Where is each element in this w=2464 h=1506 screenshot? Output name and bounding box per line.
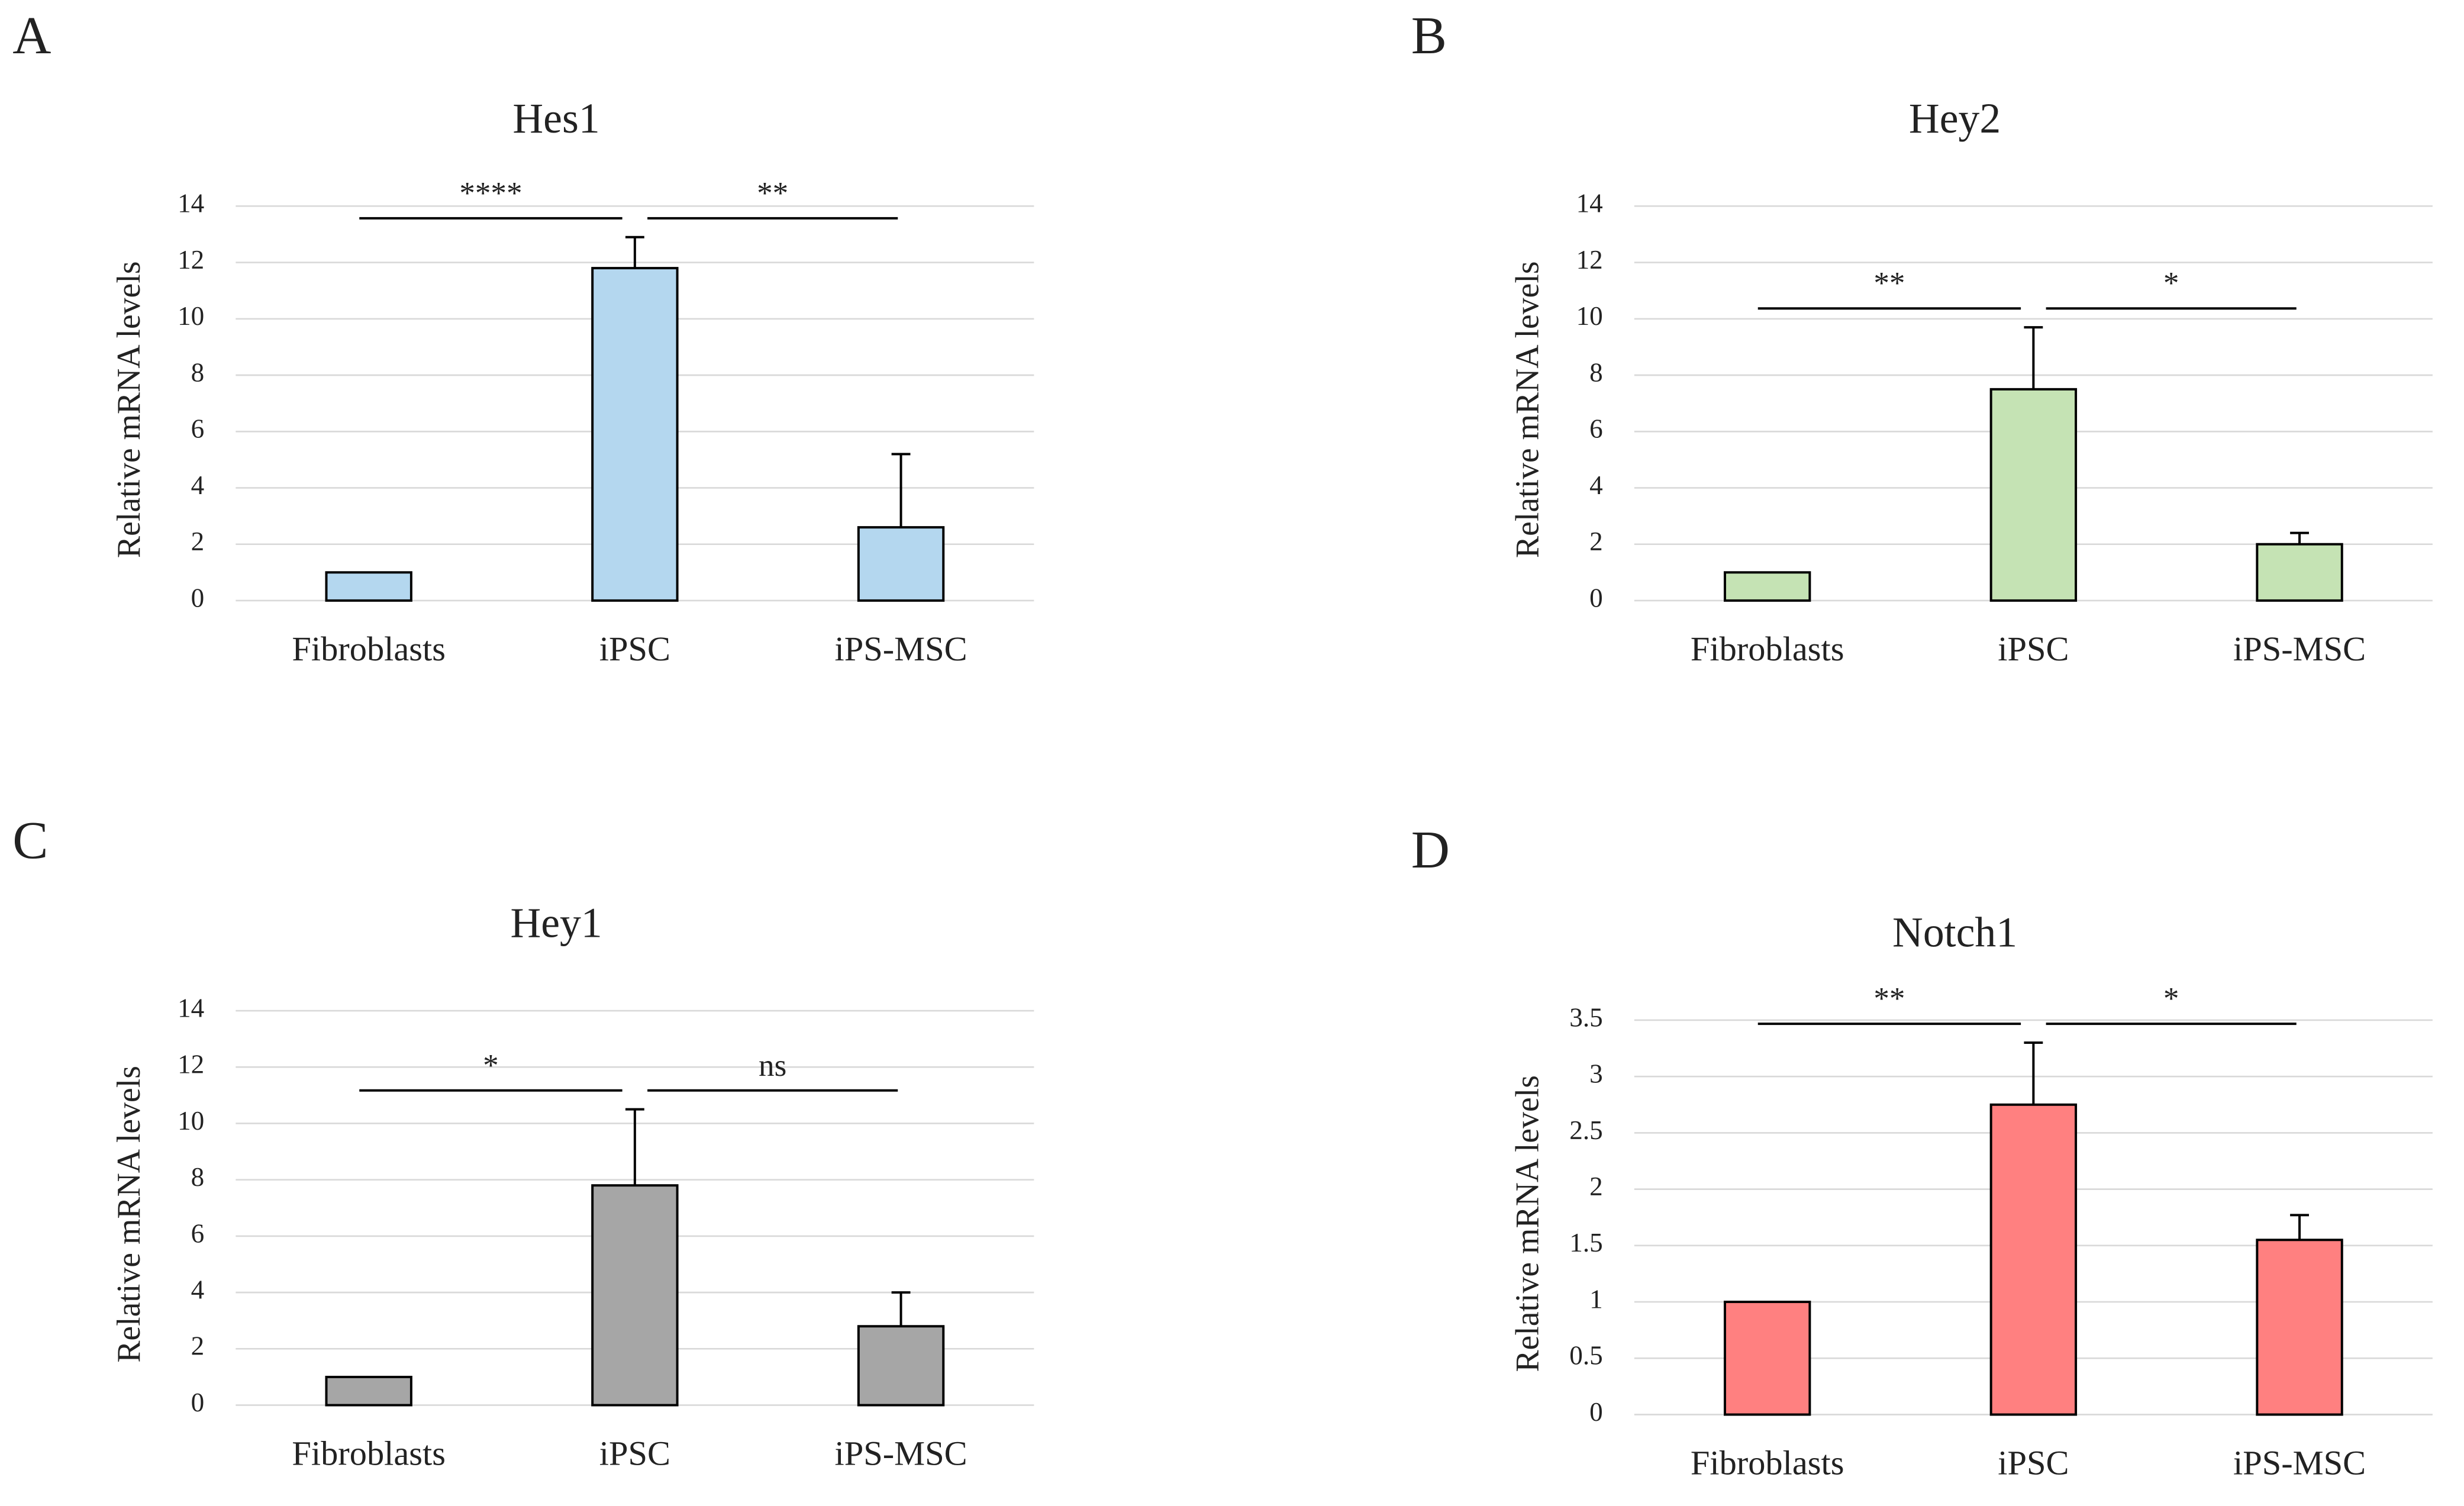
bar <box>1989 1103 2078 1416</box>
y-axis-label: Relative mRNA levels <box>111 261 147 558</box>
y-tick-label: 2 <box>191 527 205 556</box>
x-tick-label: iPS-MSC <box>2233 630 2366 668</box>
x-tick-label: iPS-MSC <box>2233 1444 2366 1482</box>
bar <box>591 267 679 602</box>
bar <box>325 1375 412 1407</box>
significance-label: **** <box>459 176 522 211</box>
y-axis-label: Relative mRNA levels <box>1509 261 1546 558</box>
y-tick-label: 14 <box>178 189 204 218</box>
y-tick-label: 4 <box>191 470 205 500</box>
y-tick-label: 10 <box>178 301 204 331</box>
significance-label: ** <box>1873 266 1905 301</box>
chart-title: Notch1 <box>1892 909 2017 956</box>
chart-panel: D Notch1 Relative mRNA levels 0 0.5 1 1.5 2 2.5 3… <box>1411 820 2433 1482</box>
significance-label: ** <box>757 176 788 211</box>
bar <box>1723 571 1811 602</box>
y-tick-label: 4 <box>191 1275 205 1304</box>
y-tick-label: 8 <box>191 1162 205 1192</box>
y-tick-label: 8 <box>1589 357 1603 387</box>
chart-panel: B Hey2 Relative mRNA levels 0 2 4 6 8 10 12 14 Fibr… <box>1411 6 2433 668</box>
significance-label: ns <box>759 1049 786 1083</box>
bar <box>1723 1301 1811 1416</box>
y-tick-label: 0 <box>191 1388 205 1417</box>
bar <box>857 526 945 602</box>
x-tick-label: Fibroblasts <box>1691 1444 1844 1482</box>
x-tick-label: iPS-MSC <box>835 1434 967 1473</box>
x-tick-label: Fibroblasts <box>1691 630 1844 668</box>
y-tick-label: 10 <box>1576 301 1603 331</box>
y-tick-label: 12 <box>178 1050 204 1079</box>
chart-panel: A Hes1 Relative mRNA levels 0 2 4 6 8 10 12 14 Fibr… <box>12 6 1034 668</box>
y-tick-label: 1 <box>1589 1284 1603 1314</box>
panel-label: B <box>1411 6 1447 65</box>
y-tick-label: 3.5 <box>1569 1002 1602 1032</box>
y-tick-label: 12 <box>1576 245 1603 275</box>
y-tick-label: 4 <box>1589 470 1603 500</box>
y-tick-label: 3 <box>1589 1059 1603 1089</box>
panel-label: A <box>12 6 51 65</box>
y-axis-label: Relative mRNA levels <box>111 1066 147 1363</box>
chart-title: Hey2 <box>1909 95 2001 142</box>
y-tick-label: 2.5 <box>1569 1115 1602 1145</box>
chart-panel: C Hey1 Relative mRNA levels 0 2 4 6 8 10 12 14 Fibr… <box>12 811 1034 1473</box>
x-tick-label: iPSC <box>599 1434 670 1473</box>
x-tick-label: iPSC <box>1998 1444 2069 1482</box>
y-tick-label: 1.5 <box>1569 1228 1602 1257</box>
y-axis-label: Relative mRNA levels <box>1509 1075 1546 1372</box>
bar <box>325 571 412 602</box>
bar <box>2256 1239 2343 1416</box>
x-tick-label: Fibroblasts <box>292 630 446 668</box>
y-tick-label: 12 <box>178 245 204 275</box>
panel-label: C <box>12 811 48 870</box>
y-tick-label: 0 <box>1589 1397 1603 1427</box>
y-tick-label: 2 <box>191 1331 205 1361</box>
bar <box>2256 543 2343 602</box>
y-tick-label: 14 <box>1576 189 1603 218</box>
significance-label: ** <box>1873 982 1905 1016</box>
x-tick-label: iPSC <box>1998 630 2069 668</box>
bar <box>857 1325 945 1407</box>
y-tick-label: 6 <box>191 414 205 444</box>
y-tick-label: 8 <box>191 357 205 387</box>
x-tick-label: iPS-MSC <box>835 630 967 668</box>
y-tick-label: 14 <box>178 993 204 1023</box>
significance-label: * <box>2163 982 2179 1016</box>
significance-label: * <box>2163 266 2179 301</box>
bar <box>1989 388 2078 602</box>
chart-title: Hes1 <box>512 95 599 142</box>
y-tick-label: 0 <box>191 583 205 612</box>
significance-label: * <box>483 1049 499 1083</box>
y-tick-label: 0 <box>1589 583 1603 612</box>
y-tick-label: 2 <box>1589 527 1603 556</box>
y-tick-label: 0.5 <box>1569 1341 1602 1370</box>
y-tick-label: 6 <box>191 1218 205 1248</box>
x-tick-label: Fibroblasts <box>292 1434 446 1473</box>
y-tick-label: 2 <box>1589 1172 1603 1201</box>
chart-title: Hey1 <box>510 899 602 947</box>
y-tick-label: 10 <box>178 1106 204 1136</box>
bar <box>591 1184 679 1407</box>
y-tick-label: 6 <box>1589 414 1603 444</box>
panel-label: D <box>1411 820 1450 879</box>
x-tick-label: iPSC <box>599 630 670 668</box>
